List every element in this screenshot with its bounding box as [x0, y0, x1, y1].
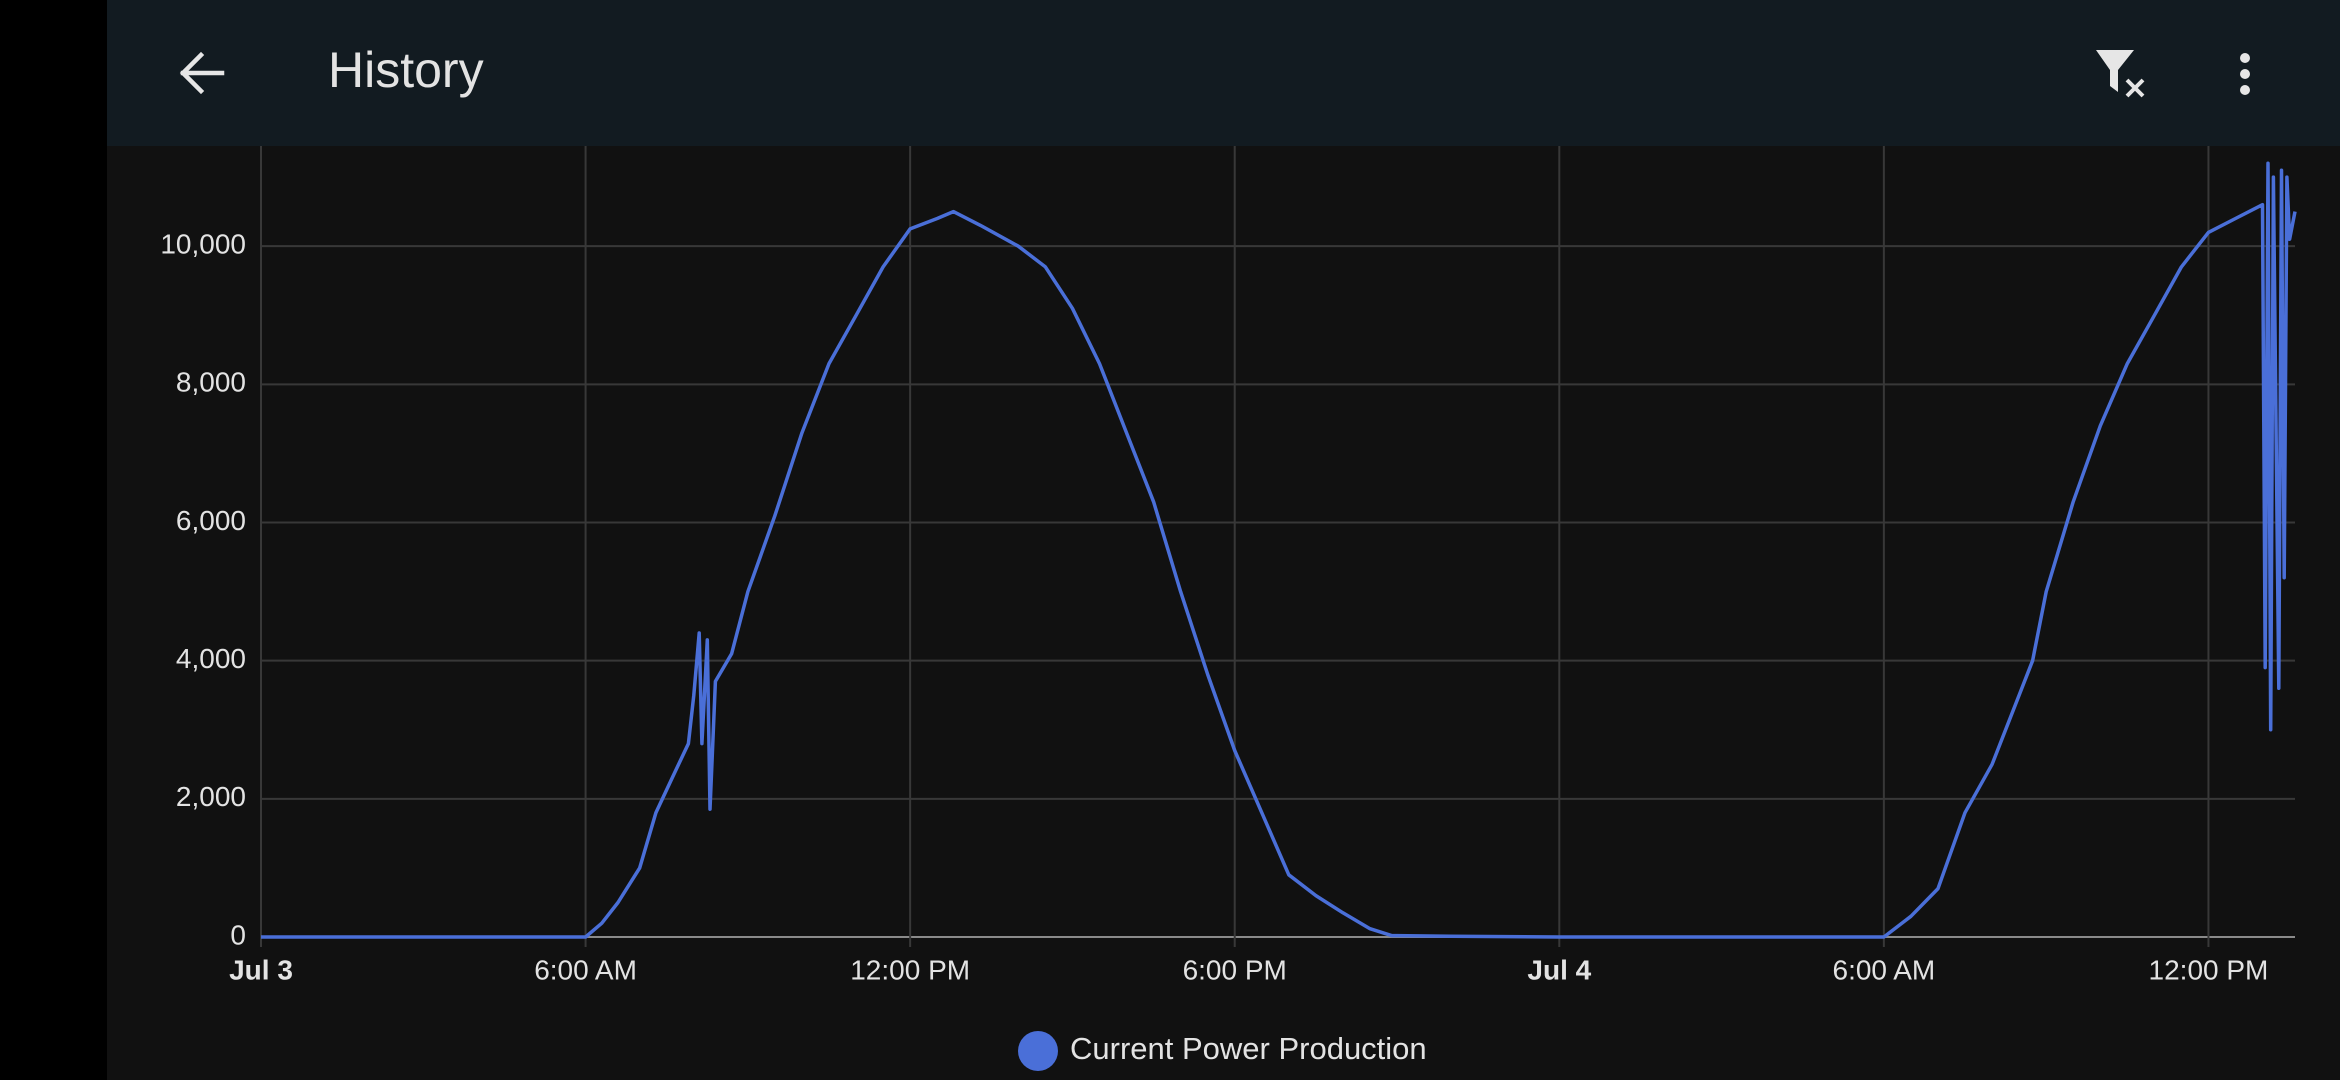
x-tick-label: 6:00 AM — [1833, 954, 1936, 985]
app-bar — [107, 0, 2340, 146]
y-tick-label: 4,000 — [176, 643, 246, 674]
x-tick-label: 6:00 AM — [534, 954, 637, 985]
y-tick-label: 2,000 — [176, 781, 246, 812]
x-tick-label: 12:00 PM — [2149, 954, 2269, 985]
legend-label[interactable]: Current Power Production — [1070, 1031, 1427, 1066]
y-tick-label: 10,000 — [160, 229, 246, 260]
y-tick-label: 0 — [230, 919, 246, 950]
y-tick-label: 8,000 — [176, 367, 246, 398]
chart: 0 2,000 4,000 6,000 8,000 10,000 Jul 3 6:00 AM 1… — [160, 146, 2297, 985]
y-tick-label: 6,000 — [176, 505, 246, 536]
x-tick-label: Jul 4 — [1527, 954, 1591, 985]
x-tick-label: Jul 3 — [229, 954, 293, 985]
more-button[interactable] — [2240, 53, 2250, 95]
data-line — [261, 161, 2297, 939]
legend-swatch[interactable] — [1018, 1031, 1058, 1071]
content — [107, 0, 2340, 1080]
x-tick-label: 6:00 PM — [1183, 954, 1287, 985]
clear-filter-button[interactable] — [2096, 50, 2145, 98]
x-tick-label: 12:00 PM — [850, 954, 970, 985]
back-button[interactable] — [179, 51, 225, 95]
page-title: History — [328, 42, 484, 98]
